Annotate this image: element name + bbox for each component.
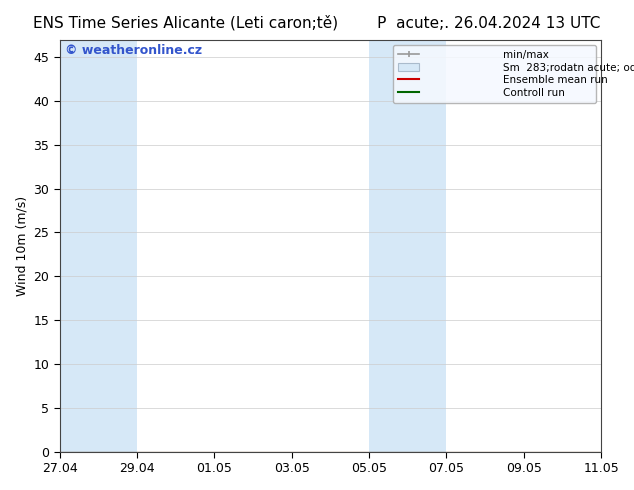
- Legend: min/max, Sm  283;rodatn acute; odchylka, Ensemble mean run, Controll run: min/max, Sm 283;rodatn acute; odchylka, …: [393, 45, 596, 103]
- Y-axis label: Wind 10m (m/s): Wind 10m (m/s): [15, 196, 28, 295]
- Text: ENS Time Series Alicante (Leti caron;tě)        P  acute;. 26.04.2024 13 UTC: ENS Time Series Alicante (Leti caron;tě)…: [34, 15, 600, 30]
- Bar: [60, 40, 137, 452]
- Bar: [369, 40, 446, 452]
- Text: © weatheronline.cz: © weatheronline.cz: [65, 44, 202, 57]
